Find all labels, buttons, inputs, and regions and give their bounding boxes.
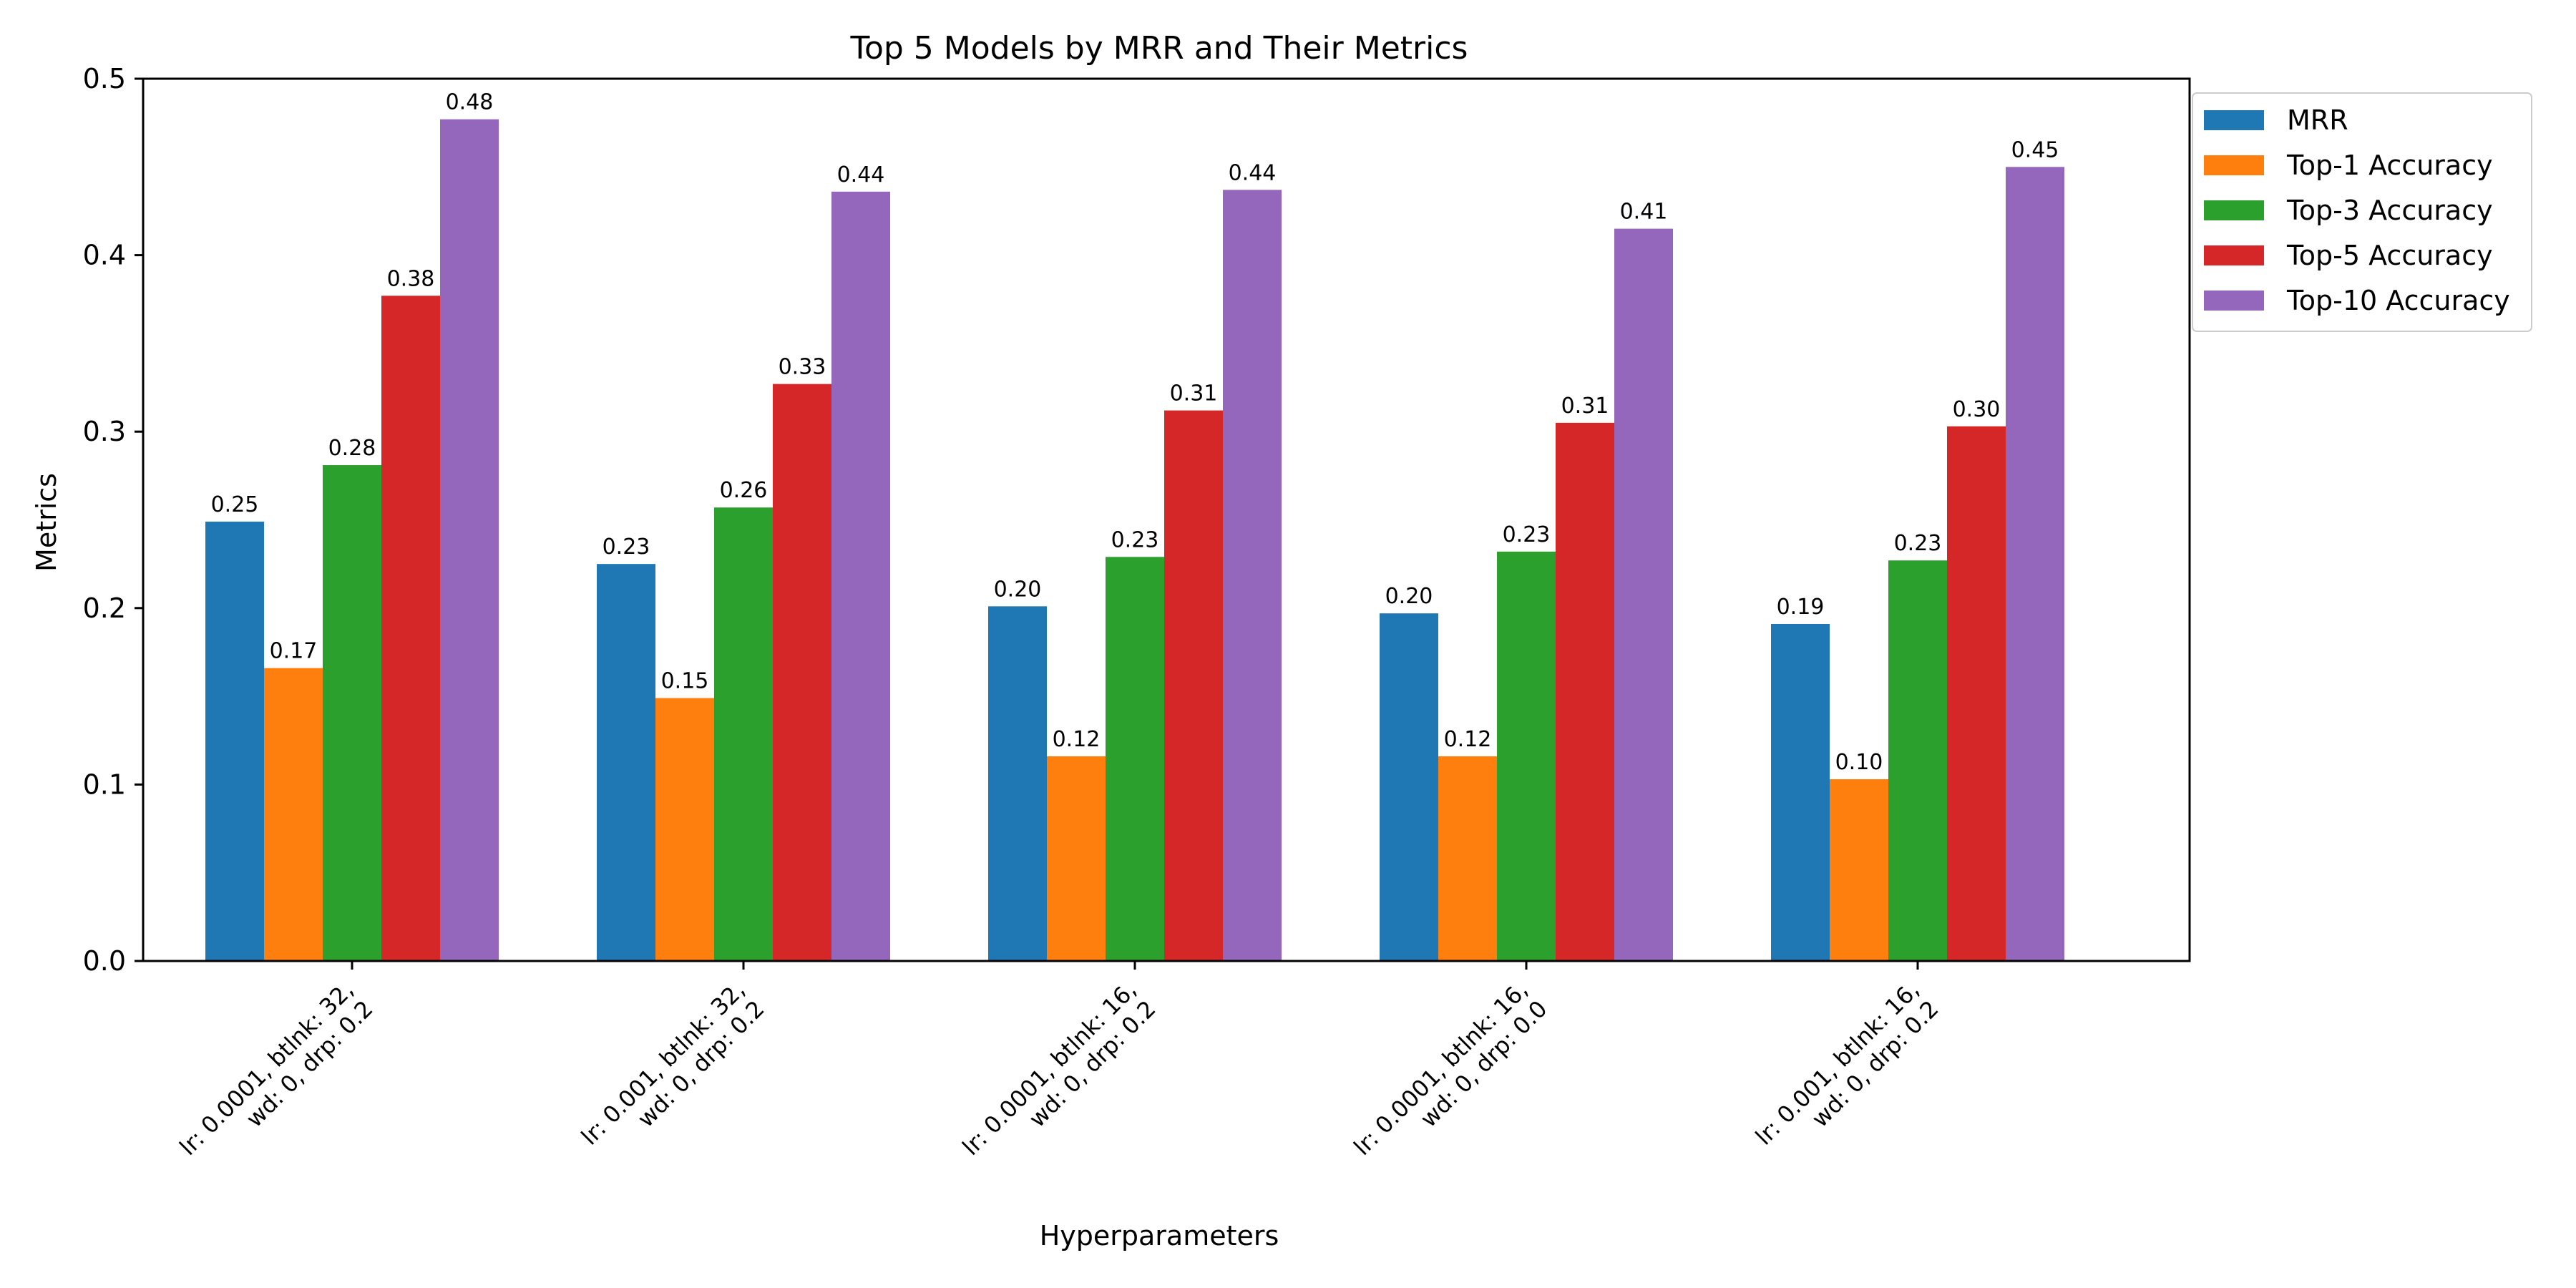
x-tick-label-line: lr: 0.0001, btlnk: 32, (174, 976, 358, 1161)
x-tick-label-line: lr: 0.0001, btlnk: 16, (1348, 976, 1533, 1161)
data-label: 0.19 (1777, 595, 1825, 620)
data-label: 0.26 (720, 478, 768, 503)
y-tick-label: 0.1 (83, 769, 126, 800)
legend-swatch (2204, 245, 2264, 265)
bar-top-3-accuracy-2 (714, 507, 773, 961)
bar-mrr-4 (1380, 613, 1438, 961)
data-label: 0.31 (1561, 394, 1609, 419)
bar-top-10-accuracy-2 (831, 191, 890, 962)
x-tick-label: lr: 0.0001, btlnk: 16,wd: 0, drp: 0.2 (957, 976, 1161, 1180)
x-tick-label: lr: 0.001, btlnk: 16,wd: 0, drp: 0.2 (1750, 976, 1944, 1170)
legend-label: MRR (2287, 104, 2348, 136)
bar-top-3-accuracy-5 (1888, 560, 1947, 961)
bar-top-10-accuracy-1 (440, 119, 499, 961)
bar-top-1-accuracy-5 (1830, 779, 1888, 961)
legend-swatch (2204, 291, 2264, 311)
bar-top-10-accuracy-5 (2006, 167, 2064, 961)
x-axis-label: Hyperparameters (1040, 1220, 1279, 1252)
legend-swatch (2204, 155, 2264, 175)
data-label: 0.20 (1385, 584, 1433, 609)
legend-label: Top-10 Accuracy (2286, 285, 2510, 316)
bar-top-1-accuracy-3 (1047, 756, 1106, 961)
legend-label: Top-1 Accuracy (2286, 150, 2493, 181)
legend: MRR Top-1 Accuracy Top-3 Accuracy Top-5 Acc… (2192, 92, 2532, 332)
legend-swatch (2204, 200, 2264, 220)
bar-top-3-accuracy-3 (1106, 557, 1164, 961)
legend-swatch (2204, 110, 2264, 130)
bar-top-5-accuracy-1 (381, 296, 440, 961)
y-tick-label: 0.2 (83, 592, 126, 624)
bar-mrr-2 (597, 564, 655, 961)
bar-top-3-accuracy-1 (323, 465, 381, 961)
bar-top-1-accuracy-2 (655, 698, 714, 961)
data-label: 0.12 (1053, 727, 1101, 752)
bar-top-5-accuracy-3 (1164, 410, 1223, 961)
bar-mrr-1 (205, 521, 264, 961)
plot-area: 0.250.230.20 0.20 0.190.170.150.12 0.120.10… (83, 63, 2191, 1180)
data-label: 0.23 (1503, 522, 1551, 547)
x-tick-label-line: lr: 0.0001, btlnk: 16, (957, 976, 1141, 1161)
x-tick-label: lr: 0.001, btlnk: 32,wd: 0, drp: 0.2 (576, 976, 770, 1170)
data-label: 0.25 (211, 492, 259, 517)
data-label: 0.23 (602, 535, 650, 560)
data-label: 0.28 (328, 436, 376, 461)
data-label: 0.15 (661, 669, 709, 694)
data-label: 0.33 (779, 355, 826, 380)
data-label: 0.23 (1111, 527, 1159, 552)
data-label: 0.12 (1444, 727, 1492, 752)
y-tick-label: 0.3 (83, 416, 126, 447)
data-label: 0.31 (1170, 381, 1218, 406)
x-tick-label: lr: 0.0001, btlnk: 32,wd: 0, drp: 0.2 (174, 976, 378, 1180)
legend-label: Top-3 Accuracy (2286, 195, 2493, 226)
legend-label: Top-5 Accuracy (2286, 240, 2493, 271)
data-label: 0.17 (270, 639, 318, 664)
y-tick-label: 0.0 (83, 945, 126, 977)
data-label: 0.30 (1953, 397, 2001, 422)
data-label: 0.41 (1620, 200, 1668, 225)
bar-top-1-accuracy-4 (1438, 756, 1497, 961)
y-tick-label: 0.5 (83, 63, 126, 94)
bar-top-10-accuracy-4 (1614, 228, 1673, 961)
axes-frame (142, 77, 2191, 962)
y-tick-label: 0.4 (83, 240, 126, 271)
data-label: 0.44 (1229, 160, 1277, 185)
bar-top-10-accuracy-3 (1223, 190, 1282, 961)
bar-mrr-5 (1771, 623, 1830, 961)
chart-title: Top 5 Models by MRR and Their Metrics (850, 30, 1468, 67)
legend-frame (2192, 92, 2532, 332)
data-label: 0.23 (1894, 531, 1942, 556)
data-label: 0.44 (837, 162, 885, 187)
data-label: 0.20 (994, 577, 1042, 602)
bar-top-5-accuracy-5 (1947, 426, 2006, 961)
data-label: 0.48 (446, 90, 494, 115)
bar-top-1-accuracy-1 (264, 668, 323, 961)
y-axis-label: Metrics (31, 473, 62, 572)
x-tick-label-line: lr: 0.001, btlnk: 32, (576, 976, 751, 1151)
bar-top-5-accuracy-4 (1556, 422, 1614, 961)
bar-mrr-3 (988, 606, 1047, 961)
x-tick-label: lr: 0.0001, btlnk: 16,wd: 0, drp: 0.0 (1348, 976, 1552, 1180)
x-tick-label-line: lr: 0.001, btlnk: 16, (1750, 976, 1925, 1151)
data-label: 0.10 (1835, 750, 1883, 775)
bar-top-5-accuracy-2 (773, 384, 831, 961)
bar-top-3-accuracy-4 (1497, 551, 1556, 961)
data-label: 0.38 (387, 266, 435, 291)
data-label: 0.45 (2011, 137, 2059, 162)
